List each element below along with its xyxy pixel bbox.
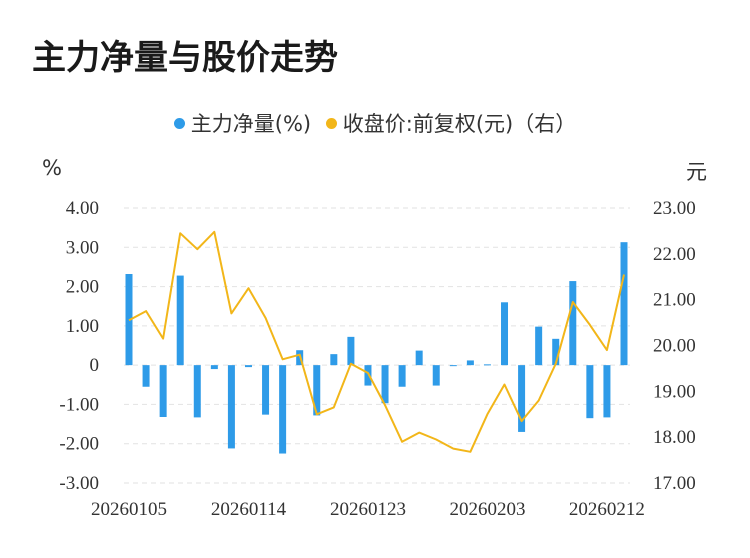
x-axis-tick-label: 20260123 xyxy=(330,499,406,520)
bar xyxy=(552,338,560,366)
bar xyxy=(483,364,491,366)
chart-title: 主力净量与股价走势 xyxy=(32,38,338,78)
bar xyxy=(398,365,406,387)
left-axis-tick-label: -2.00 xyxy=(59,434,99,455)
bar xyxy=(330,354,338,366)
left-axis-unit: % xyxy=(42,156,62,180)
bar xyxy=(347,336,355,366)
bar xyxy=(244,365,252,368)
bar xyxy=(364,365,372,386)
bar xyxy=(603,365,611,418)
x-axis-tick-label: 20260212 xyxy=(569,499,645,520)
x-axis-tick-label: 20260203 xyxy=(449,499,525,520)
legend-label-close-price: 收盘价:前复权(元)（右） xyxy=(342,112,577,136)
bar xyxy=(466,360,474,366)
legend-dot-yellow xyxy=(325,117,337,129)
grid-lines xyxy=(124,207,630,484)
left-axis-ticks: 4.00 3.00 2.00 1.00 0 -1.00 -2.00 -3.00 xyxy=(59,198,99,494)
right-axis-tick-label: 20.00 xyxy=(653,336,696,357)
right-axis-unit: 元 xyxy=(686,160,707,184)
right-axis-tick-label: 18.00 xyxy=(653,427,696,448)
left-axis-tick-label: 3.00 xyxy=(66,237,99,258)
bar xyxy=(279,365,287,454)
legend-item-net-volume[interactable]: 主力净量(%) xyxy=(173,108,312,138)
bar-series xyxy=(125,242,628,454)
bar xyxy=(381,365,389,404)
bar xyxy=(262,365,270,415)
bar xyxy=(159,365,167,417)
right-axis-tick-label: 17.00 xyxy=(653,473,696,494)
right-axis-ticks: 23.00 22.00 21.00 20.00 19.00 18.00 17.00 xyxy=(653,198,696,494)
legend-label-net-volume: 主力净量(%) xyxy=(190,112,312,136)
left-axis-tick-label: 2.00 xyxy=(66,277,99,298)
legend-dot-blue xyxy=(173,117,185,129)
bar xyxy=(176,275,184,366)
bar xyxy=(569,281,577,366)
left-axis-tick-label: 1.00 xyxy=(66,316,99,337)
line-series xyxy=(128,230,625,453)
bar xyxy=(432,365,440,386)
bar xyxy=(210,365,218,370)
bar xyxy=(501,302,509,366)
bar xyxy=(586,365,594,419)
legend-item-close-price[interactable]: 收盘价:前复权(元)（右） xyxy=(325,108,577,138)
bar xyxy=(535,326,543,366)
bar xyxy=(313,365,321,416)
close-price-line xyxy=(128,230,625,453)
x-axis-tick-label: 20260105 xyxy=(91,499,167,520)
x-axis-ticks: 20260105 20260114 20260123 20260203 20260212 xyxy=(91,499,645,520)
left-axis-tick-label: 0 xyxy=(90,355,100,376)
bar xyxy=(449,365,457,367)
right-axis-tick-label: 23.00 xyxy=(653,198,696,219)
legend: 主力净量(%) 收盘价:前复权(元)（右） xyxy=(0,108,750,138)
bar xyxy=(193,365,201,418)
bar xyxy=(415,350,423,366)
left-axis-tick-label: 4.00 xyxy=(66,198,99,219)
left-axis-tick-label: -3.00 xyxy=(59,473,99,494)
bar xyxy=(518,365,526,432)
bar xyxy=(227,365,235,449)
right-axis-tick-label: 22.00 xyxy=(653,244,696,265)
bar xyxy=(142,365,150,387)
right-axis-tick-label: 19.00 xyxy=(653,381,696,402)
x-axis-tick-label: 20260114 xyxy=(211,499,287,520)
bar xyxy=(620,242,628,366)
right-axis-tick-label: 21.00 xyxy=(653,290,696,311)
left-axis-tick-label: -1.00 xyxy=(59,394,99,415)
